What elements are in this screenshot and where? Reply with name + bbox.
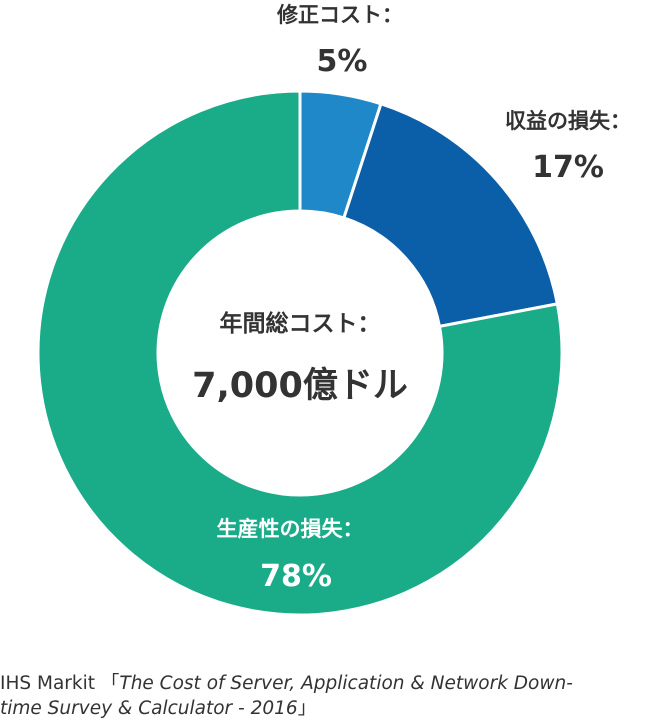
- slice-label-revenue-loss: 収益の損失：: [505, 109, 631, 133]
- center-label: 年間総コスト：: [220, 310, 381, 337]
- slice-value-revenue-loss: 17%: [532, 150, 604, 185]
- source-line-1: IHS Markit 「The Cost of Server, Applicat…: [0, 671, 659, 696]
- center-value: 7,000億ドル: [192, 366, 408, 406]
- source-title-line-2: time Survey & Calculator - 2016: [0, 698, 298, 719]
- slice-revenue-loss: [341, 101, 560, 329]
- slice-productivity-loss: [36, 89, 564, 617]
- slice-value-repair-cost: 5%: [317, 44, 368, 79]
- source-citation: IHS Markit 「The Cost of Server, Applicat…: [0, 671, 659, 721]
- source-line-2: time Survey & Calculator - 2016」: [0, 696, 659, 721]
- slice-value-productivity-loss: 78%: [260, 559, 332, 594]
- slice-label-repair-cost: 修正コスト：: [276, 3, 403, 27]
- slice-label-productivity-loss: 生産性の損失：: [217, 517, 364, 541]
- source-prefix: IHS Markit 「: [0, 673, 120, 694]
- donut-slices: [36, 89, 564, 617]
- source-suffix: 」: [297, 698, 317, 719]
- source-title-line-1: The Cost of Server, Application & Networ…: [119, 673, 573, 694]
